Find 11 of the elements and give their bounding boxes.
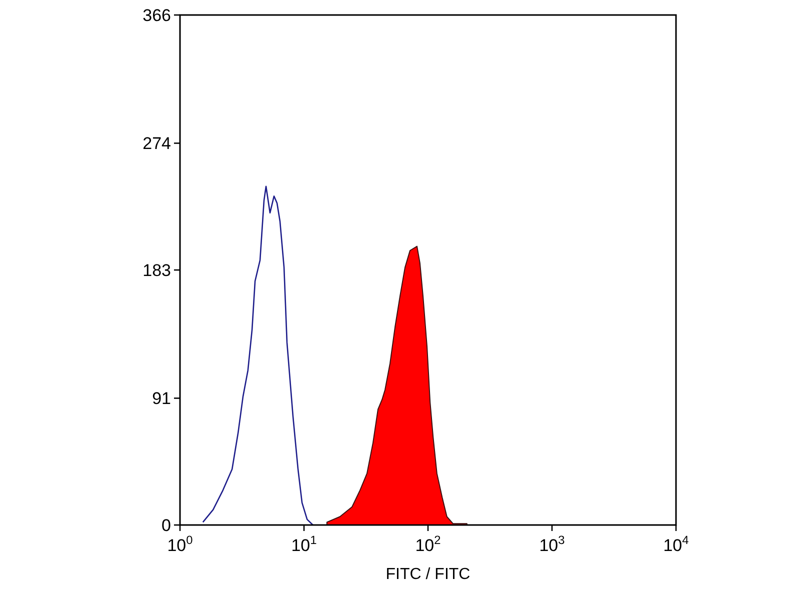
y-tick-label: 274	[142, 134, 171, 154]
x-tick-label: 10$^{1}$	[291, 533, 318, 555]
x-tick-label: 10$^{3}$	[539, 533, 566, 555]
y-tick-label: 366	[142, 6, 171, 25]
x-axis-title: FITC / FITC	[386, 566, 470, 583]
x-tick-label: 10$^{2}$	[415, 533, 442, 555]
y-tick-label: 91	[152, 389, 171, 408]
y-tick-label: 0	[162, 516, 171, 535]
x-tick-label: 10$^{0}$	[167, 533, 194, 555]
y-tick-label: 183	[142, 260, 171, 280]
x-tick-label: 10$^{4}$	[663, 533, 690, 555]
